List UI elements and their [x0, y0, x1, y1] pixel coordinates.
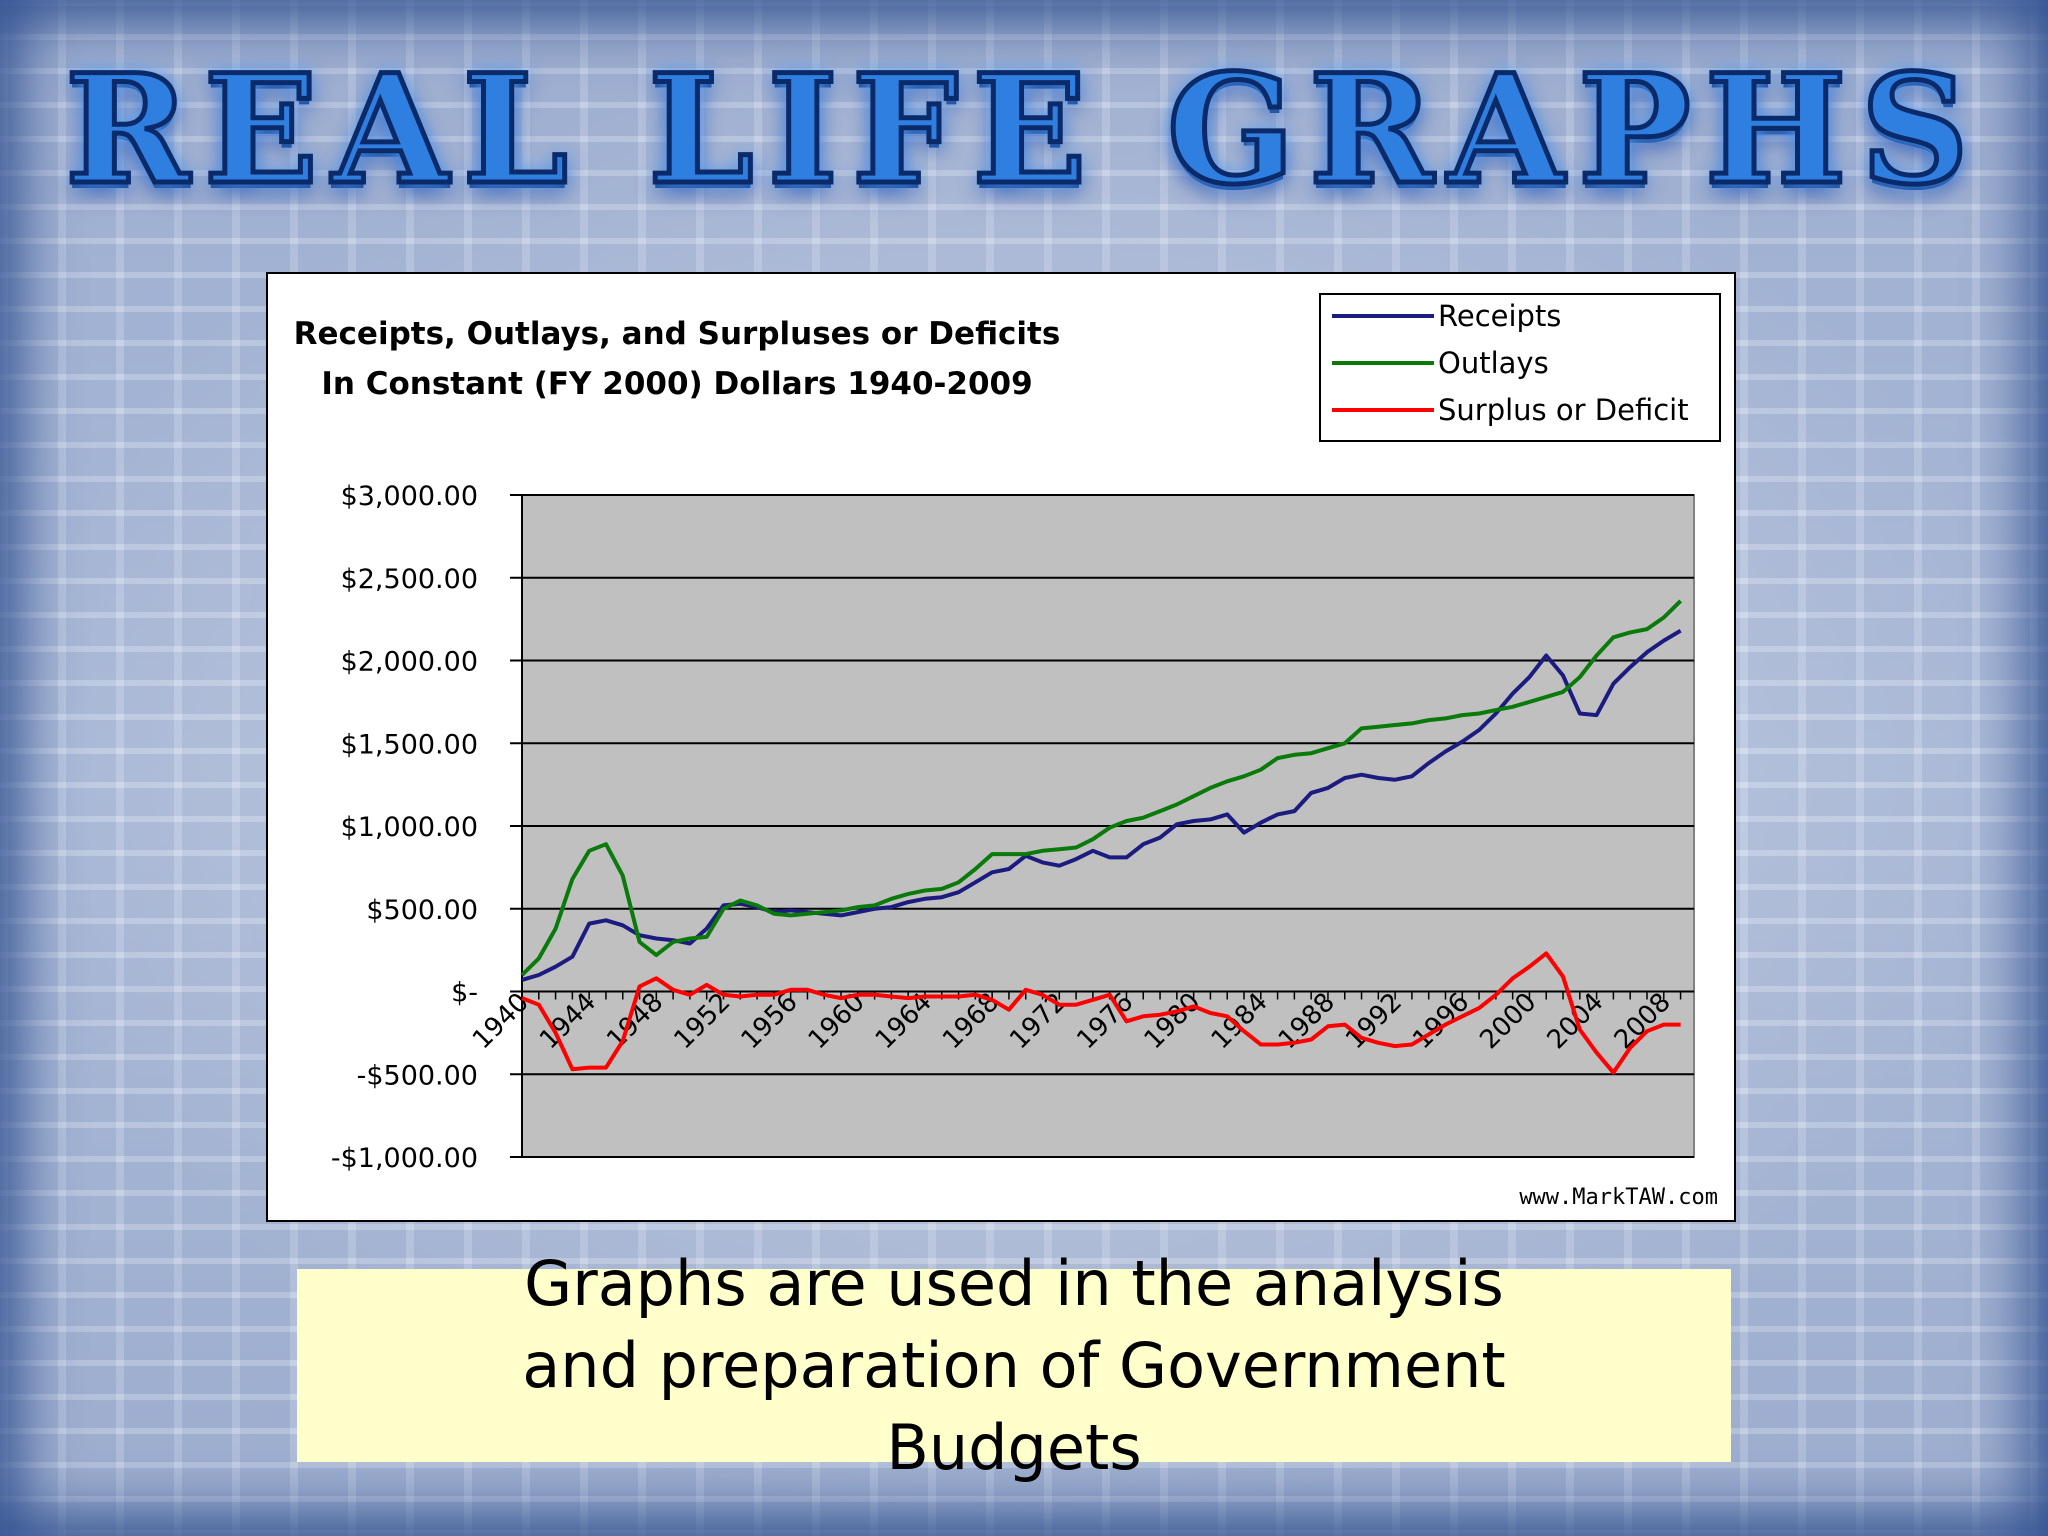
series-line-receipts — [521, 628, 1682, 982]
budget-line-chart: Receipts, Outlays, and Surpluses or Defi… — [294, 293, 1721, 1210]
y-tick-label: $2,500.00 — [341, 564, 478, 595]
legend-label: Receipts — [1438, 299, 1561, 333]
series-line-surplus-or-deficit — [521, 951, 1681, 1075]
chart-panel: Receipts, Outlays, and Surpluses or Defi… — [266, 272, 1736, 1222]
series-lines — [520, 599, 1683, 1075]
y-tick-label: -$1,000.00 — [331, 1143, 478, 1174]
slide-headline: REAL LIFE GRAPHS — [63, 40, 1983, 221]
y-tick-label: -$500.00 — [357, 1060, 478, 1091]
caption-box: Graphs are used in the analysis and prep… — [297, 1247, 1731, 1484]
y-tick-label: $1,500.00 — [341, 729, 478, 760]
y-axis-ticks: $3,000.00 $2,500.00 $2,000.00 $1,500.00 $1,0… — [331, 481, 522, 1174]
legend-label: Outlays — [1438, 346, 1549, 380]
y-tick-label: $1,000.00 — [341, 812, 478, 843]
chart-watermark: www.MarkTAW.com — [1519, 1185, 1718, 1210]
y-tick-label: $- — [451, 978, 478, 1009]
y-tick-label: $2,000.00 — [341, 647, 478, 678]
caption-text: Graphs are used in the analysis and prep… — [522, 1246, 1506, 1484]
chart-subtitle: In Constant (FY 2000) Dollars 1940-2009 — [321, 366, 1032, 402]
y-tick-label: $500.00 — [366, 895, 478, 926]
legend-items: Receipts Outlays Surplus or Deficit — [1332, 299, 1689, 427]
legend-label: Surplus or Deficit — [1438, 393, 1689, 427]
chart-title: Receipts, Outlays, and Surpluses or Defi… — [294, 316, 1061, 352]
legend-box — [1319, 293, 1721, 442]
y-tick-label: $3,000.00 — [341, 481, 478, 512]
series-line-outlays — [520, 599, 1683, 977]
chart-legend: Receipts Outlays Surplus or Deficit — [1319, 293, 1721, 442]
